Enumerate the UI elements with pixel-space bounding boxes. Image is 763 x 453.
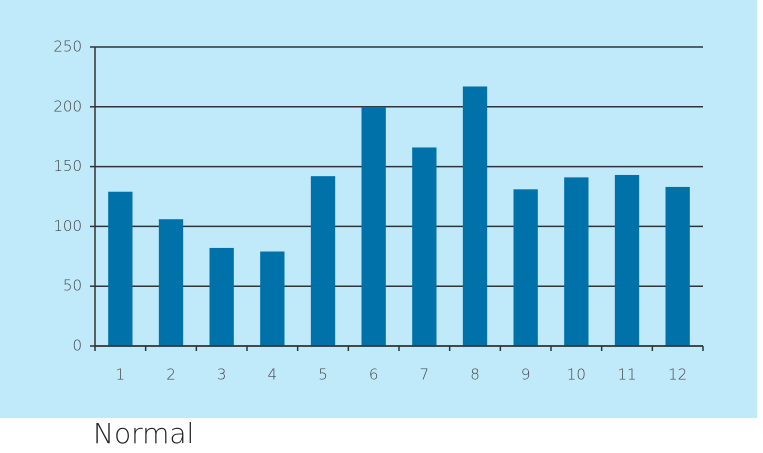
y-tick-label: 100 [53,217,82,235]
x-tick-label: 11 [617,366,636,384]
chart-caption: Normal [93,417,194,450]
bar [260,251,285,346]
y-tick-label: 0 [72,337,82,355]
bar [361,106,386,346]
x-tick-label: 1 [116,366,126,384]
y-tick-label: 250 [53,38,82,56]
x-tick-label: 4 [268,366,278,384]
y-tick-label: 150 [53,157,82,175]
x-tick-label: 10 [567,366,586,384]
bar [310,176,336,346]
x-tick-label: 6 [369,366,379,384]
bar [665,186,690,346]
bar [564,177,589,346]
bar [462,86,488,346]
bar [209,247,234,346]
x-tick-label: 8 [470,366,480,384]
bar [158,219,184,346]
x-tick-label: 7 [420,366,430,384]
bar [614,174,640,346]
x-tick-label: 3 [217,366,227,384]
x-tick-label: 9 [521,366,531,384]
y-tick-label: 50 [63,277,82,295]
x-tick-label: 12 [668,366,687,384]
bar [513,189,538,346]
x-tick-label: 5 [318,366,328,384]
x-tick-label: 2 [166,366,176,384]
bar [108,191,133,346]
y-tick-label: 200 [53,97,82,115]
bar [412,147,437,346]
